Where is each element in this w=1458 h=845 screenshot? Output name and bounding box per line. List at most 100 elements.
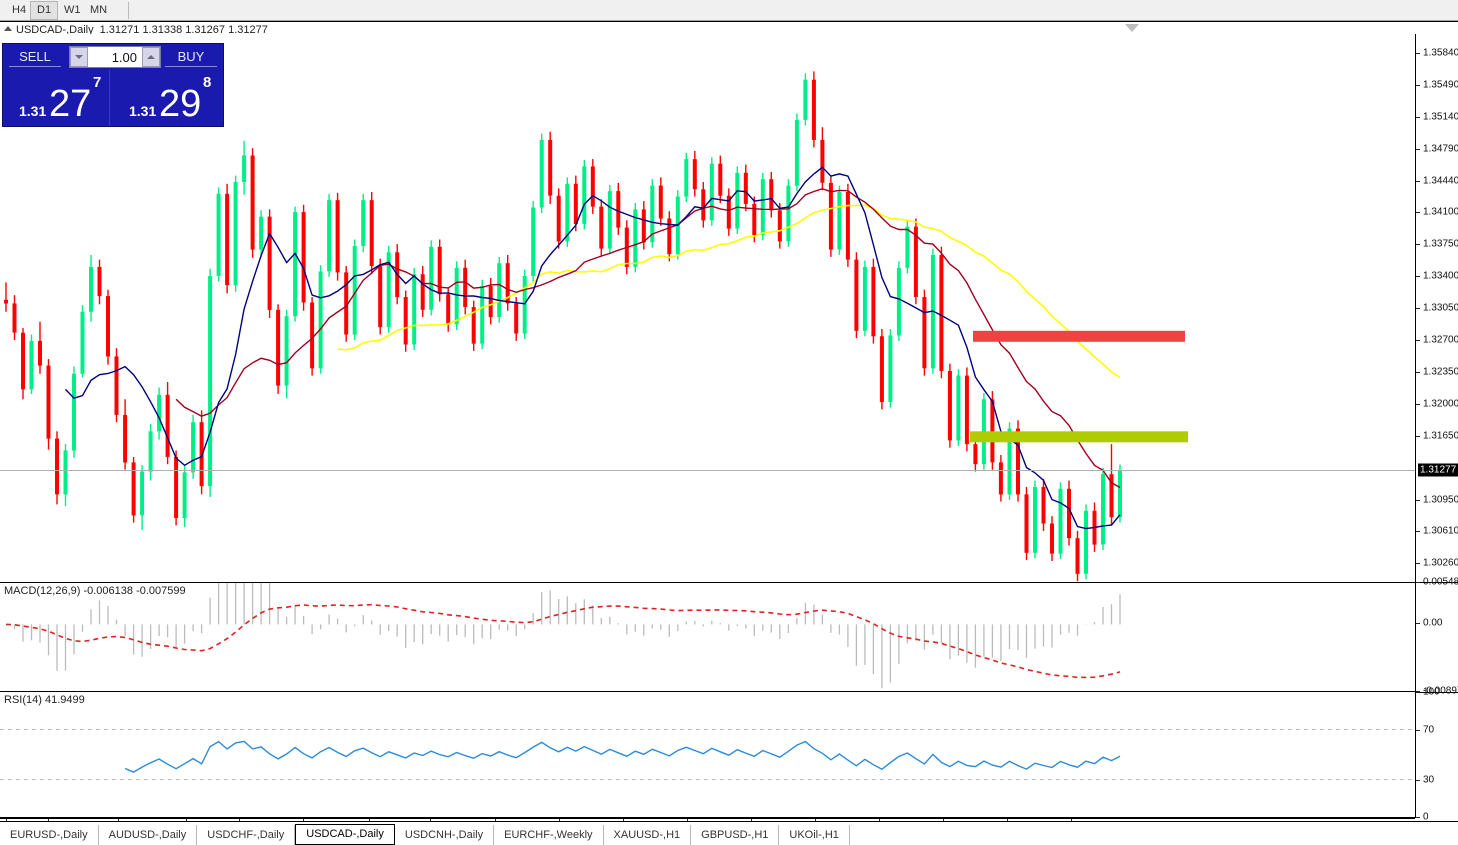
price-scale-tick xyxy=(1416,499,1420,501)
symbol-tab-audusddaily[interactable]: AUDUSD-,Daily xyxy=(99,824,198,845)
chevron-up-icon xyxy=(147,55,155,59)
symbol-tab-usdcaddaily[interactable]: USDCAD-,Daily xyxy=(295,823,395,845)
price-scale-label: 1.35490 xyxy=(1423,79,1458,91)
toolbar-divider xyxy=(128,2,129,19)
price-scale[interactable]: 1.35840 1.35490 1.35140 1.34790 1.34440 1.341… xyxy=(1415,34,1458,823)
price-scale-tick xyxy=(1416,403,1420,405)
oct-controls-row: SELL 1.00 BUY xyxy=(3,44,223,70)
rsi-scale-label: 70 xyxy=(1423,724,1435,735)
macd-scale-label: 0.00 xyxy=(1423,617,1443,629)
price-scale-label: 1.32350 xyxy=(1423,366,1458,378)
price-scale-tick xyxy=(1416,435,1420,437)
symbol-tab-gbpusdh1[interactable]: GBPUSD-,H1 xyxy=(691,824,780,845)
symbol-tab-usdchfdaily[interactable]: USDCHF-,Daily xyxy=(197,824,296,845)
timeframe-button-mn[interactable]: MN xyxy=(90,4,108,16)
price-scale-tick xyxy=(1416,244,1420,246)
chart-frame: USDCAD-,Daily 1.31271 1.31338 1.31267 1.3… xyxy=(0,21,1458,842)
symbol-tab-ukoilh1[interactable]: UKOil-,H1 xyxy=(779,824,850,845)
symbol-tab-xauusdh1[interactable]: XAUUSD-,H1 xyxy=(604,824,692,845)
price-scale-label: 1.30610 xyxy=(1423,525,1458,537)
rsi-scale-tick xyxy=(1416,779,1420,781)
price-scale-label: 1.34440 xyxy=(1423,175,1458,187)
sell-price-fraction: 7 xyxy=(93,74,102,91)
sell-price-display[interactable]: 1.31 27 7 xyxy=(5,70,110,126)
buy-price-prefix: 1.31 xyxy=(129,103,157,119)
macd-label: MACD(12,26,9) -0.006138 -0.007599 xyxy=(4,585,189,597)
symbol-tab-bar: EURUSD-,Daily AUDUSD-,Daily USDCHF-,Daily U… xyxy=(0,821,1458,845)
sell-price-prefix: 1.31 xyxy=(19,103,47,119)
price-pane xyxy=(0,34,1458,582)
price-scale-tick xyxy=(1416,530,1420,532)
macd-pane: MACD(12,26,9) -0.006138 -0.007599 xyxy=(0,582,1458,692)
macd-scale-tick xyxy=(1416,691,1420,692)
price-scale-tick xyxy=(1416,149,1420,151)
price-scale-tick xyxy=(1416,53,1420,55)
rsi-plot-area[interactable] xyxy=(0,692,1415,817)
rsi-scale-tick xyxy=(1416,692,1420,693)
one-click-trading-panel: SELL 1.00 BUY 1.31 27 7 1.31 29 8 xyxy=(2,43,224,127)
scale-separator xyxy=(1416,692,1458,693)
price-scale-label: 1.30950 xyxy=(1423,494,1458,506)
symbol-tab-eurusddaily[interactable]: EURUSD-,Daily xyxy=(0,824,99,845)
timeframe-toolbar: H4 D1 W1 MN xyxy=(0,0,1458,21)
buy-price-fraction: 8 xyxy=(203,74,212,91)
macd-scale-label: -0.00897 xyxy=(1423,685,1458,697)
price-scale-label: 1.33750 xyxy=(1423,238,1458,250)
current-price-line xyxy=(0,470,1415,471)
rsi-svg xyxy=(0,729,1415,780)
chevron-down-icon xyxy=(75,55,83,59)
rsi-label: RSI(14) 41.9499 xyxy=(4,694,88,706)
chart-ohlc-values: 1.31271 1.31338 1.31267 1.31277 xyxy=(99,24,268,36)
price-scale-label: 1.32000 xyxy=(1423,398,1458,410)
price-scale-tick xyxy=(1416,117,1420,119)
price-scale-tick xyxy=(1416,212,1420,214)
scroll-position-marker-icon[interactable] xyxy=(1125,24,1139,32)
price-scale-label: 1.33050 xyxy=(1423,302,1458,314)
macd-scale-tick xyxy=(1416,582,1420,583)
rsi-scale-tick xyxy=(1416,817,1420,818)
price-scale-tick xyxy=(1416,371,1420,373)
timeframe-button-d1[interactable]: D1 xyxy=(30,1,59,20)
timeframe-button-h4[interactable]: H4 xyxy=(12,4,27,16)
symbol-tab-usdcnhdaily[interactable]: USDCNH-,Daily xyxy=(395,824,495,845)
macd-scale-label: 0.005484 xyxy=(1423,576,1458,588)
rsi-scale-label: 100 xyxy=(1423,686,1440,698)
collapse-triangle-icon[interactable] xyxy=(4,26,12,31)
volume-stepper[interactable]: 1.00 xyxy=(69,46,161,68)
rsi-scale-label: 0 xyxy=(1423,811,1429,823)
price-scale-tick xyxy=(1416,308,1420,309)
volume-increase-button[interactable] xyxy=(142,47,160,67)
price-scale-label: 1.35840 xyxy=(1423,47,1458,59)
price-scale-tick xyxy=(1416,181,1420,183)
price-scale-label: 1.35140 xyxy=(1423,111,1458,123)
price-scale-tick xyxy=(1416,276,1420,278)
volume-input[interactable]: 1.00 xyxy=(111,49,137,65)
price-plot-area[interactable] xyxy=(0,34,1415,582)
price-scale-tick xyxy=(1416,339,1420,341)
sell-price-big: 27 xyxy=(49,83,92,125)
scale-separator xyxy=(1416,582,1458,583)
volume-decrease-button[interactable] xyxy=(70,47,88,67)
macd-svg xyxy=(5,583,1121,689)
chart-header: USDCAD-,Daily 1.31271 1.31338 1.31267 1.3… xyxy=(0,24,268,38)
price-scale-label: 1.34100 xyxy=(1423,206,1458,218)
price-scale-label: 1.30260 xyxy=(1423,557,1458,569)
rsi-pane: RSI(14) 41.9499 xyxy=(0,692,1458,818)
timeframe-button-w1[interactable]: W1 xyxy=(64,4,81,16)
buy-price-display[interactable]: 1.31 29 8 xyxy=(115,70,220,126)
price-scale-label: 1.31650 xyxy=(1423,430,1458,442)
sell-button[interactable]: SELL xyxy=(9,47,61,67)
macd-plot-area[interactable] xyxy=(0,583,1415,691)
price-scale-label: 1.32700 xyxy=(1423,334,1458,346)
oct-prices-row: 1.31 27 7 1.31 29 8 xyxy=(3,70,223,126)
buy-button[interactable]: BUY xyxy=(165,47,217,67)
current-price-label: 1.31277 xyxy=(1418,463,1458,477)
rsi-scale-tick xyxy=(1416,729,1420,731)
price-scale-tick xyxy=(1416,562,1420,564)
symbol-tab-eurchfweekly[interactable]: EURCHF-,Weekly xyxy=(494,824,604,845)
price-scale-label: 1.33400 xyxy=(1423,270,1458,282)
buy-price-big: 29 xyxy=(159,83,202,125)
price-scale-tick xyxy=(1416,85,1420,87)
macd-scale-tick xyxy=(1416,623,1420,625)
